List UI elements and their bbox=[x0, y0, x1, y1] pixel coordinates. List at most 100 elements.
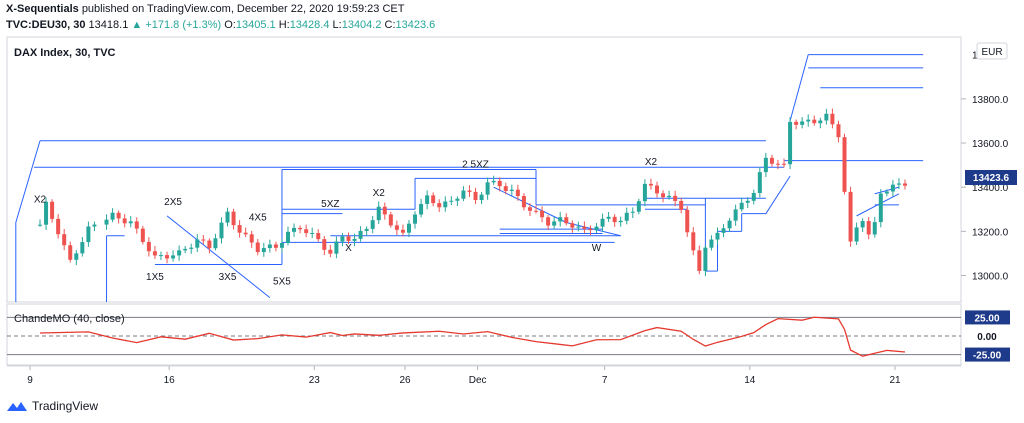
price-tick-label: 13200.0 bbox=[972, 227, 1009, 238]
candle-body bbox=[842, 137, 847, 192]
candle-body bbox=[152, 251, 157, 256]
trendline[interactable] bbox=[765, 175, 791, 214]
symbol-line: TVC:DEU30, 30 13418.1 ▲ +171.8 (+1.3%) O… bbox=[6, 19, 435, 31]
candle-body bbox=[661, 193, 666, 198]
last-price-tag-text: 13423.6 bbox=[973, 173, 1010, 184]
candle-body bbox=[165, 255, 170, 259]
candle-body bbox=[431, 195, 436, 204]
change-arrow-icon: ▲ bbox=[131, 19, 143, 31]
candle-body bbox=[158, 255, 163, 257]
candle-body bbox=[425, 195, 430, 204]
open-label: O: bbox=[224, 19, 236, 31]
candle-body bbox=[636, 201, 641, 212]
candle-body bbox=[316, 232, 321, 240]
candle-body bbox=[364, 228, 369, 231]
candle-body bbox=[207, 240, 212, 249]
candle-body bbox=[794, 121, 799, 125]
candle-body bbox=[376, 206, 381, 221]
indicator-line bbox=[39, 316, 906, 357]
candle-body bbox=[110, 212, 115, 220]
candle-body bbox=[775, 163, 780, 165]
candle-body bbox=[92, 224, 97, 227]
candle-body bbox=[848, 191, 853, 242]
candle-body bbox=[189, 247, 194, 249]
candle-body bbox=[443, 201, 448, 208]
candle-body bbox=[497, 180, 502, 187]
candle-body bbox=[697, 250, 702, 271]
candle-body bbox=[352, 238, 357, 241]
candle-body bbox=[286, 231, 291, 243]
candle-body bbox=[654, 185, 659, 194]
candle-body bbox=[890, 184, 895, 192]
author-name[interactable]: X-Sequentials bbox=[6, 3, 79, 15]
candle-body bbox=[630, 211, 635, 213]
pattern-label: 5X5 bbox=[273, 276, 291, 287]
candle-body bbox=[370, 220, 375, 229]
candle-body bbox=[388, 214, 393, 226]
candle-body bbox=[739, 202, 744, 210]
candle-body bbox=[183, 248, 188, 251]
candle-body bbox=[866, 221, 871, 235]
candle-body bbox=[896, 183, 901, 185]
indicator-tick-label: 25.00 bbox=[974, 313, 999, 324]
candle-body bbox=[261, 248, 266, 253]
candle-body bbox=[703, 247, 708, 271]
candle-body bbox=[461, 190, 466, 199]
candle-body bbox=[80, 242, 85, 254]
candle-body bbox=[171, 255, 176, 259]
last-price: 13418.1 bbox=[88, 19, 129, 31]
time-tick-label: 26 bbox=[399, 375, 411, 386]
candle-body bbox=[763, 157, 768, 173]
candle-body bbox=[146, 241, 151, 252]
high-value: 13428.4 bbox=[289, 19, 330, 31]
candle-body bbox=[594, 226, 599, 231]
trendline[interactable] bbox=[166, 215, 271, 298]
pattern-label: 3X5 bbox=[219, 272, 237, 283]
candle-body bbox=[255, 242, 260, 253]
candle-body bbox=[340, 236, 345, 242]
indicator-tick-badge bbox=[965, 347, 1010, 362]
published-text: published on TradingView.com, December 2… bbox=[81, 3, 405, 15]
candle-body bbox=[884, 191, 889, 194]
time-tick-label: 21 bbox=[889, 375, 901, 386]
candle-body bbox=[225, 211, 230, 223]
candle-body bbox=[854, 227, 859, 242]
candle-body bbox=[213, 238, 218, 249]
candle-body bbox=[570, 223, 575, 228]
candle-body bbox=[679, 200, 684, 210]
candle-body bbox=[727, 220, 732, 229]
currency-badge[interactable] bbox=[976, 42, 1008, 60]
trendline-drawings[interactable] bbox=[15, 54, 924, 302]
candle-body bbox=[267, 244, 272, 249]
candle-body bbox=[128, 221, 133, 224]
candle-body bbox=[836, 124, 841, 138]
candle-body bbox=[249, 234, 254, 243]
candle-body bbox=[310, 232, 315, 234]
last-price-tag bbox=[965, 170, 1017, 185]
candle-body bbox=[406, 223, 411, 233]
tradingview-brand: TradingView bbox=[32, 399, 99, 413]
indicator-tick-badge bbox=[965, 329, 1010, 343]
candle-body bbox=[292, 227, 297, 232]
candle-body bbox=[419, 203, 424, 215]
trendline[interactable] bbox=[15, 140, 41, 223]
candle-body bbox=[479, 194, 484, 201]
candle-body bbox=[624, 212, 629, 221]
candle-body bbox=[104, 219, 109, 225]
low-value: 13404.2 bbox=[341, 19, 382, 31]
open-value: 13405.1 bbox=[235, 19, 276, 31]
pattern-label: 2X5 bbox=[164, 197, 182, 208]
candle-body bbox=[473, 191, 478, 201]
candle-body bbox=[279, 242, 284, 248]
trendline[interactable] bbox=[856, 193, 900, 217]
tradingview-footer[interactable]: TradingView bbox=[6, 399, 98, 413]
trendline[interactable] bbox=[789, 54, 809, 122]
candle-body bbox=[243, 232, 248, 235]
candle-body bbox=[237, 225, 242, 233]
candle-body bbox=[231, 211, 236, 226]
candle-body bbox=[642, 183, 647, 202]
candle-body bbox=[721, 228, 726, 233]
candle-body bbox=[467, 190, 472, 192]
candle-body bbox=[648, 183, 653, 186]
